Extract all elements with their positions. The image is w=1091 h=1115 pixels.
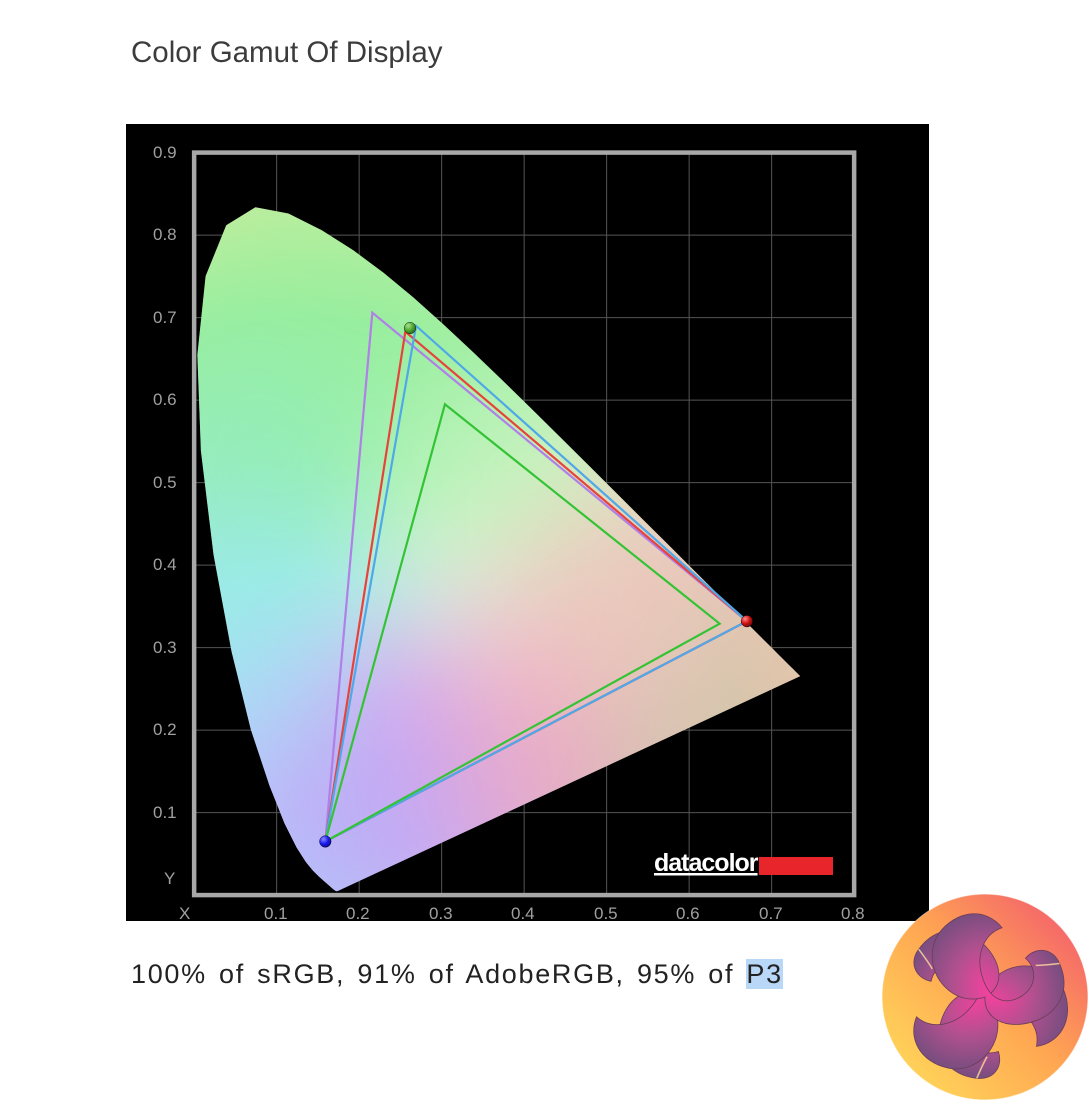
svg-text:0.6: 0.6 [676,904,700,921]
svg-text:0.7: 0.7 [759,904,783,921]
svg-text:datacolor: datacolor [654,849,759,877]
svg-text:0.7: 0.7 [153,308,177,327]
svg-text:0.9: 0.9 [153,143,177,162]
svg-text:0.6: 0.6 [153,390,177,409]
svg-text:0.1: 0.1 [153,803,177,822]
svg-text:X: X [179,904,190,921]
svg-text:0.8: 0.8 [153,225,177,244]
svg-text:0.2: 0.2 [153,720,177,739]
svg-text:0.3: 0.3 [429,904,453,921]
svg-text:0.3: 0.3 [153,638,177,657]
svg-text:0.5: 0.5 [594,904,618,921]
svg-text:0.1: 0.1 [264,904,288,921]
svg-text:0.4: 0.4 [511,904,535,921]
svg-text:0.4: 0.4 [153,555,177,574]
svg-text:Y: Y [164,869,175,888]
svg-text:0.2: 0.2 [346,904,370,921]
svg-text:0.5: 0.5 [153,473,177,492]
svg-text:0.8: 0.8 [841,904,865,921]
